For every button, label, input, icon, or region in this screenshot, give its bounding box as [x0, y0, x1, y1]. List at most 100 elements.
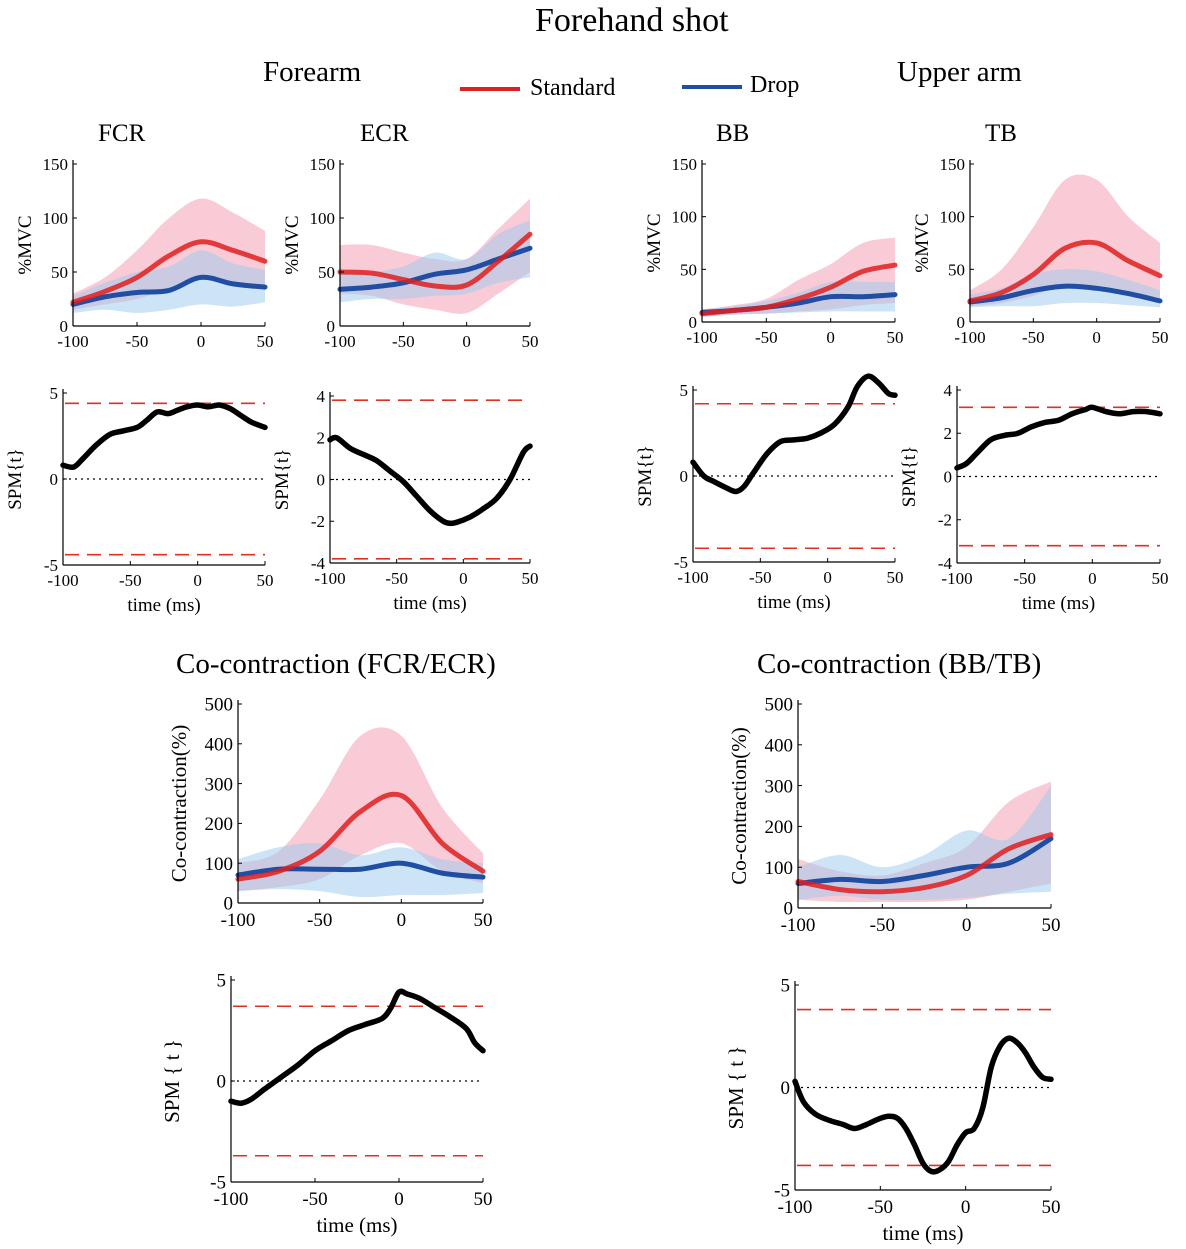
y-tick-label: -5	[44, 556, 58, 575]
x-tick-label: -50	[1022, 328, 1045, 347]
x-tick-label: 50	[1152, 328, 1169, 347]
x-tick-label: -50	[119, 571, 142, 590]
x-axis-label: time (ms)	[393, 593, 466, 614]
standard-line	[795, 832, 1054, 895]
drop-band	[73, 250, 265, 313]
x-tick-label: -50	[302, 1189, 327, 1210]
x-tick-label: 50	[887, 328, 904, 347]
y-tick-label: 0	[327, 317, 336, 336]
y-tick-label: 0	[957, 313, 966, 332]
x-tick-label: -50	[755, 328, 778, 347]
y-tick-label: 100	[672, 208, 698, 227]
y-tick-label: 150	[43, 155, 69, 174]
spm-line	[60, 402, 268, 471]
x-tick-label: -50	[1013, 569, 1036, 588]
x-tick-label: 0	[394, 1189, 404, 1210]
x-tick-label: 50	[1042, 915, 1061, 936]
y-tick-label: -5	[674, 553, 688, 572]
figure-title: Forehand shot	[535, 2, 729, 39]
y-axis-label: SPM{t}	[272, 449, 293, 511]
chart-ecr-emg: 0 50 100 150 -100 -50 0 50 %MVC	[282, 155, 539, 351]
y-axis-label: SPM{t}	[635, 445, 656, 507]
drop-line	[795, 836, 1054, 886]
legend-standard-swatch	[460, 87, 520, 91]
x-tick-label: 0	[397, 910, 407, 931]
tb-panel-title: TB	[985, 120, 1017, 147]
y-tick-label: 400	[205, 734, 234, 755]
y-axis-label: SPM{t}	[899, 446, 920, 508]
legend: Standard Drop	[460, 72, 820, 108]
x-tick-label: -100	[686, 328, 717, 347]
y-tick-label: -2	[311, 512, 325, 531]
x-tick-label: -100	[221, 910, 256, 931]
legend-drop-swatch	[682, 85, 742, 89]
x-tick-label: 50	[1042, 1197, 1061, 1218]
y-tick-label: -4	[938, 554, 953, 573]
y-tick-label: 4	[317, 387, 326, 406]
spm-line	[954, 404, 1163, 471]
y-axis-label: Co-contraction(%)	[727, 727, 751, 884]
x-tick-label: 0	[193, 571, 202, 590]
y-tick-label: 100	[310, 209, 336, 228]
x-tick-label: -100	[314, 569, 345, 588]
upper-arm-group-title: Upper arm	[897, 56, 1022, 88]
y-tick-label: 0	[217, 1072, 227, 1093]
y-tick-label: 0	[60, 317, 69, 336]
x-tick-label: -50	[749, 568, 772, 587]
x-axis-label: time (ms)	[882, 1221, 963, 1245]
x-tick-label: -100	[941, 569, 972, 588]
y-tick-label: 0	[781, 1078, 791, 1099]
standard-line	[967, 239, 1163, 304]
chart-tb-emg: 0 50 100 150 -100 -50 0 50 %MVC	[912, 155, 1169, 347]
y-axis-label: Co-contraction(%)	[167, 725, 191, 882]
x-tick-label: 50	[522, 569, 539, 588]
x-tick-label: 50	[522, 332, 539, 351]
x-tick-label: 50	[887, 568, 904, 587]
x-tick-label: 50	[1152, 569, 1169, 588]
x-tick-label: 0	[197, 332, 206, 351]
co-bb-tb-title: Co-contraction (BB/TB)	[757, 648, 1042, 680]
y-tick-label: 0	[224, 894, 234, 915]
x-tick-label: 0	[826, 328, 835, 347]
x-tick-label: 0	[459, 569, 468, 588]
y-tick-label: 300	[765, 776, 794, 797]
bb-panel-title: BB	[716, 120, 750, 147]
chart-fcr-emg: 0 50 100 150 -100 -50 0 50 %MVC	[15, 155, 274, 351]
y-tick-label: 100	[205, 854, 234, 875]
y-axis-label: SPM { t }	[724, 1046, 748, 1130]
x-axis-label: time (ms)	[1022, 593, 1095, 614]
x-tick-label: 50	[474, 1189, 493, 1210]
y-tick-label: 150	[672, 155, 698, 174]
co-fcr-ecr-title: Co-contraction (FCR/ECR)	[176, 648, 496, 680]
x-tick-label: 0	[462, 332, 471, 351]
standard-band	[970, 174, 1160, 307]
standard-line	[235, 791, 486, 882]
x-tick-label: 50	[257, 332, 274, 351]
x-tick-label: -50	[868, 1197, 893, 1218]
y-tick-label: 0	[689, 313, 698, 332]
spm-line	[690, 373, 898, 495]
y-axis-label: %MVC	[912, 213, 933, 272]
y-tick-label: 2	[944, 424, 953, 443]
y-tick-label: 100	[940, 208, 966, 227]
y-tick-label: 300	[205, 774, 234, 795]
y-tick-label: 50	[680, 260, 697, 279]
chart-tb-spm: -4 -2 0 2 4 -100 -50 0 50 SPM{t} time (ms)	[899, 381, 1169, 614]
drop-band	[340, 220, 530, 303]
chart-bb-emg: 0 50 100 150 -100 -50 0 50 %MVC	[644, 155, 904, 347]
x-tick-label: -100	[324, 332, 355, 351]
y-tick-label: 5	[781, 976, 791, 997]
y-axis-label: %MVC	[282, 215, 303, 274]
x-tick-label: -100	[677, 568, 708, 587]
y-tick-label: 50	[948, 260, 965, 279]
y-tick-label: 100	[43, 209, 69, 228]
x-tick-label: 0	[962, 915, 972, 936]
x-tick-label: -100	[214, 1189, 249, 1210]
y-tick-label: 0	[680, 467, 689, 486]
x-tick-label: 0	[1088, 569, 1097, 588]
x-tick-label: -50	[392, 332, 415, 351]
ecr-panel-title: ECR	[360, 120, 409, 147]
